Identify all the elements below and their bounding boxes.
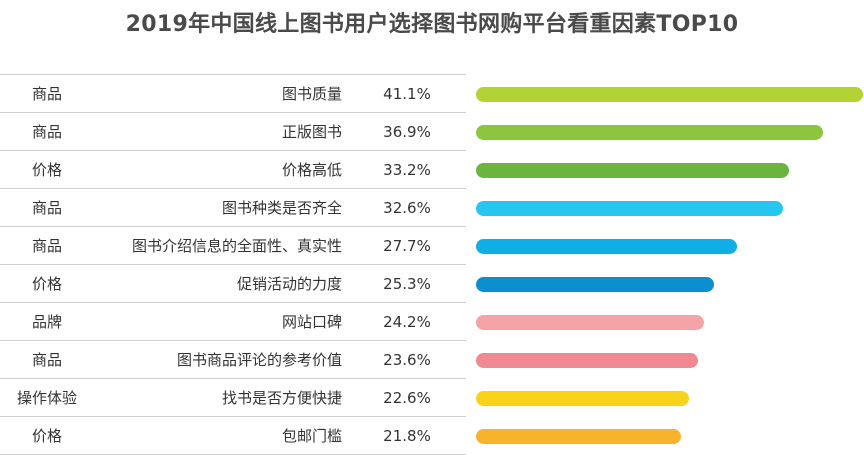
value-label: 33.2%: [383, 161, 431, 179]
row-separator: [0, 378, 466, 379]
bar-row: 价格 包邮门槛 21.8%: [0, 417, 864, 455]
category-label: 商品: [31, 351, 62, 369]
factor-label: 正版图书: [281, 123, 342, 141]
bar-row: 操作体验 找书是否方便快捷 22.6%: [0, 379, 864, 417]
factor-label: 包邮门槛: [281, 427, 342, 445]
value-label: 32.6%: [383, 199, 431, 217]
bar-row: 商品 图书介绍信息的全面性、真实性 27.7%: [0, 227, 864, 265]
row-separator: [0, 188, 466, 189]
factor-label: 图书介绍信息的全面性、真实性: [131, 237, 342, 255]
row-separator: [0, 264, 466, 265]
row-separator: [0, 150, 466, 151]
row-separator: [0, 340, 466, 341]
bar-row: 价格 价格高低 33.2%: [0, 151, 864, 189]
row-separator: [0, 74, 466, 75]
chart-title: 2019年中国线上图书用户选择图书网购平台看重因素TOP10: [125, 12, 739, 37]
value-label: 21.8%: [383, 427, 431, 445]
bar: [476, 353, 698, 368]
category-label: 价格: [31, 161, 62, 179]
bar: [476, 391, 689, 406]
factor-label: 网站口碑: [281, 313, 342, 331]
bar-row: 商品 图书种类是否齐全 32.6%: [0, 189, 864, 227]
category-label: 商品: [31, 123, 62, 141]
bar: [476, 87, 863, 102]
factor-label: 促销活动的力度: [236, 275, 342, 293]
value-label: 24.2%: [383, 313, 431, 331]
factor-label: 图书种类是否齐全: [221, 199, 342, 217]
bar-row: 商品 图书质量 41.1%: [0, 75, 864, 113]
value-label: 23.6%: [383, 351, 431, 369]
row-separator: [0, 302, 466, 303]
factor-label: 价格高低: [281, 161, 342, 179]
bar: [476, 125, 823, 140]
value-label: 36.9%: [383, 123, 431, 141]
bar-row: 品牌 网站口碑 24.2%: [0, 303, 864, 341]
bar: [476, 429, 681, 444]
factor-label: 图书质量: [281, 85, 342, 103]
category-label: 价格: [31, 427, 62, 445]
value-label: 25.3%: [383, 275, 431, 293]
row-separator: [0, 112, 466, 113]
bar: [476, 201, 783, 216]
category-label: 操作体验: [16, 389, 77, 407]
bar-row: 价格 促销活动的力度 25.3%: [0, 265, 864, 303]
bar: [476, 315, 704, 330]
bar: [476, 163, 789, 178]
category-label: 商品: [31, 237, 62, 255]
value-label: 22.6%: [383, 389, 431, 407]
row-separator: [0, 416, 466, 417]
bar-row: 商品 正版图书 36.9%: [0, 113, 864, 151]
bar-row: 商品 图书商品评论的参考价值 23.6%: [0, 341, 864, 379]
category-label: 品牌: [31, 313, 62, 331]
bar: [476, 239, 737, 254]
factor-label: 找书是否方便快捷: [221, 389, 342, 407]
row-separator: [0, 226, 466, 227]
category-label: 商品: [31, 85, 62, 103]
factor-label: 图书商品评论的参考价值: [176, 351, 342, 369]
value-label: 27.7%: [383, 237, 431, 255]
category-label: 商品: [31, 199, 62, 217]
value-label: 41.1%: [383, 85, 431, 103]
bar: [476, 277, 714, 292]
category-label: 价格: [31, 275, 62, 293]
